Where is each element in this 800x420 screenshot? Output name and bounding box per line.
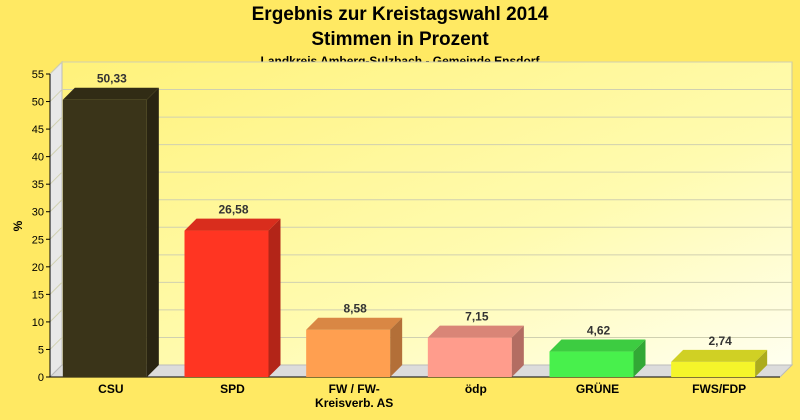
x-tick-label: FW / FW- bbox=[329, 382, 380, 396]
x-tick-label: SPD bbox=[220, 382, 245, 396]
y-tick-label: 10 bbox=[32, 317, 44, 329]
chart-title: Ergebnis zur Kreistagswahl 2014 bbox=[251, 4, 549, 25]
bar-front bbox=[671, 361, 756, 377]
bar-5 bbox=[671, 349, 768, 377]
gridline-side bbox=[49, 282, 63, 295]
gridline-side bbox=[49, 144, 63, 157]
y-tick-label: 30 bbox=[32, 207, 44, 219]
gridline-side bbox=[49, 61, 63, 75]
bar-1 bbox=[184, 218, 281, 377]
bar-4 bbox=[549, 339, 646, 377]
bar-top bbox=[549, 339, 646, 352]
y-tick-label: 45 bbox=[32, 124, 44, 136]
bar-front bbox=[62, 99, 147, 378]
gridline-side bbox=[49, 116, 63, 130]
y-tick-label: 20 bbox=[32, 262, 44, 274]
y-tick-label: 40 bbox=[32, 152, 44, 164]
bar-side bbox=[268, 218, 281, 377]
plot-back-wall bbox=[61, 61, 793, 366]
y-tick-label: 35 bbox=[32, 179, 44, 191]
data-label: 2,74 bbox=[708, 334, 732, 348]
bar-front bbox=[427, 337, 512, 377]
bar-side bbox=[146, 87, 159, 378]
bar-2 bbox=[306, 317, 403, 377]
data-label: 7,15 bbox=[465, 310, 489, 324]
bar-side bbox=[755, 349, 768, 377]
plot-side-wall bbox=[49, 60, 63, 379]
bar-top bbox=[184, 218, 281, 231]
bar-front bbox=[184, 230, 269, 377]
bar-front bbox=[549, 351, 634, 377]
bar-0 bbox=[62, 87, 159, 378]
bar-top bbox=[306, 317, 403, 330]
y-tick-label: 55 bbox=[32, 69, 44, 81]
bar-side bbox=[390, 317, 403, 377]
y-tick-label: 50 bbox=[32, 97, 44, 109]
bar-top bbox=[427, 325, 524, 338]
bar-3 bbox=[427, 325, 524, 377]
data-label: 8,58 bbox=[343, 302, 367, 316]
y-tick-label: 5 bbox=[38, 344, 44, 356]
bar-side bbox=[511, 325, 524, 377]
y-tick-label: 15 bbox=[32, 289, 44, 301]
gridline-side bbox=[49, 226, 63, 240]
gridline-side bbox=[49, 254, 63, 268]
x-tick-label: GRÜNE bbox=[576, 381, 619, 396]
gridline-side bbox=[49, 199, 63, 213]
bar-top bbox=[671, 349, 768, 362]
gridline-side bbox=[49, 309, 63, 323]
data-label: 50,33 bbox=[97, 72, 127, 86]
gridline-side bbox=[49, 89, 63, 102]
y-tick-label: 0 bbox=[38, 372, 44, 384]
x-tick-label: ödp bbox=[465, 382, 487, 396]
x-tick-label: CSU bbox=[98, 382, 123, 396]
bar-side bbox=[633, 339, 646, 377]
data-label: 4,62 bbox=[587, 324, 611, 338]
bar-top bbox=[62, 87, 159, 100]
x-tick-label: FWS/FDP bbox=[692, 382, 746, 396]
x-tick-label: Kreisverb. AS bbox=[315, 396, 393, 410]
data-label: 26,58 bbox=[218, 203, 248, 217]
y-tick-label: 25 bbox=[32, 234, 44, 246]
gridline-side bbox=[49, 171, 63, 185]
chart-subtitle: Stimmen in Prozent bbox=[311, 29, 489, 50]
gridline-side bbox=[49, 337, 63, 350]
bar-front bbox=[306, 329, 391, 377]
y-axis-label: % bbox=[11, 220, 25, 231]
